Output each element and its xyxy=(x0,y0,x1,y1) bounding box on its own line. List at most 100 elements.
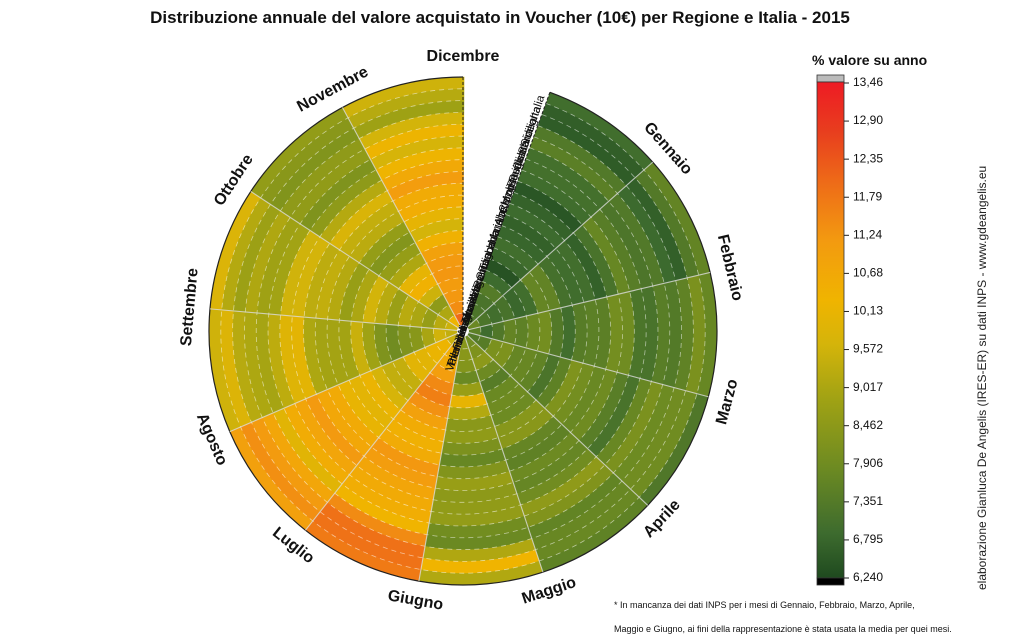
spoke-2 xyxy=(468,271,711,331)
cell-Marzo-Friuli-Venezia Giulia xyxy=(537,310,552,355)
cell-Luglio-Molise xyxy=(355,455,436,501)
cell-Febbraio-Lazio xyxy=(564,232,608,301)
colorbar-tick-label: 10,13 xyxy=(853,304,883,318)
cell-Febbraio-Piemonte xyxy=(467,318,481,330)
cell-Aprile-Toscana xyxy=(535,357,572,409)
cell-Luglio-Lombardia xyxy=(429,363,456,384)
cell-Luglio-Italia xyxy=(304,520,421,582)
cell-Ottobre-Toscana xyxy=(350,268,380,323)
cell-Settembre-Friuli-Venezia Giulia xyxy=(374,322,393,367)
cell-Febbraio-Umbria xyxy=(546,248,585,306)
cell-Febbraio-Trentino-Alto Adige xyxy=(502,287,527,319)
cell-Novembre-Umbria xyxy=(359,221,411,270)
cell-Giugno-Valle d'Aosta xyxy=(457,347,473,361)
cell-Ottobre-Valle d'Aosta xyxy=(433,314,449,330)
cell-Ottobre-Marche xyxy=(327,255,360,321)
cell-Giugno-Sardegna xyxy=(419,549,540,574)
cell-Settembre-Lombardia xyxy=(409,326,425,353)
cell-Maggio-Molise xyxy=(512,440,588,495)
cell-Novembre-Trentino-Alto Adige xyxy=(408,273,438,302)
cell-Dicembre-Umbria xyxy=(403,206,464,233)
cell-Luglio-Lazio xyxy=(370,437,440,477)
ring-21 xyxy=(208,76,718,586)
cell-Gennaio-Italia xyxy=(545,92,654,171)
cell-Dicembre-Campania xyxy=(375,147,464,181)
cell-Ottobre-Basilicata xyxy=(256,216,301,315)
cell-Agosto-Liguria xyxy=(424,342,445,364)
cell-Giugno-Umbria xyxy=(440,437,503,456)
cell-Aprile-Emilia-Romagna xyxy=(527,353,561,401)
cell-Agosto-Veneto xyxy=(391,356,423,392)
cell-Febbraio-Lombardia xyxy=(493,295,516,322)
cell-Novembre-Sardegna xyxy=(260,116,355,205)
footnote-line-2: Maggio e Giugno, ai fini della rappresen… xyxy=(614,624,952,634)
cell-Gennaio-Lazio xyxy=(509,191,575,242)
cell-Gennaio-Toscana xyxy=(497,225,548,265)
cell-Giugno-Trentino-Alto Adige xyxy=(451,381,484,397)
cell-Marzo-Puglia xyxy=(639,285,659,383)
cell-Gennaio-Umbria xyxy=(501,214,557,257)
cell-Febbraio-Basilicata xyxy=(608,193,665,288)
cell-Maggio-Campania xyxy=(516,448,597,506)
cell-Dicembre-Piemonte xyxy=(454,312,464,326)
cell-Agosto-Molise xyxy=(305,393,365,466)
cell-Dicembre-Sardegna xyxy=(347,88,465,129)
cell-Giugno-Abruzzo xyxy=(434,471,514,491)
cell-Settembre-Veneto xyxy=(385,323,404,362)
spoke-1 xyxy=(467,161,654,328)
cell-Maggio-Puglia xyxy=(519,456,606,517)
month-label-Febbraio: Febbraio xyxy=(714,233,746,303)
cell-Ottobre-Piemonte xyxy=(444,320,459,331)
colorbar-tick-label: 12,35 xyxy=(853,151,883,165)
colorbar-tick-label: 8,462 xyxy=(853,418,883,432)
cell-Novembre-Liguria xyxy=(428,294,450,315)
cell-Luglio-Campania xyxy=(348,464,434,512)
colorbar-tick-label: 9,572 xyxy=(853,342,883,356)
cell-Maggio-Valle d'Aosta xyxy=(468,343,485,360)
cell-Aprile-Campania xyxy=(587,375,641,458)
cell-Luglio-Puglia xyxy=(341,474,432,524)
cell-Dicembre-Marche xyxy=(398,194,464,222)
cell-Dicembre-Emilia-Romagna xyxy=(415,230,464,253)
cell-Aprile-Lombardia xyxy=(492,341,515,368)
spoke-10 xyxy=(250,190,459,329)
cell-Febbraio-Veneto xyxy=(511,279,539,317)
cell-Maggio-Italia xyxy=(537,497,648,573)
cell-Aprile-Umbria xyxy=(544,360,584,417)
cell-Maggio-Abruzzo xyxy=(508,432,580,483)
cell-Luglio-Piemonte xyxy=(451,335,462,349)
spoke-3 xyxy=(468,332,709,398)
cell-Gennaio-Valle d'Aosta xyxy=(469,302,486,320)
cell-Febbraio-Marche xyxy=(555,240,596,304)
cell-Novembre-Italia xyxy=(250,106,350,198)
colorbar-title: % valore su anno xyxy=(812,52,928,68)
cell-Marzo-Toscana xyxy=(559,305,576,361)
cell-Novembre-Veneto xyxy=(398,262,433,296)
cell-Aprile-Calabria xyxy=(612,384,675,483)
colorbar-tick-label: 12,90 xyxy=(853,113,883,127)
cell-Febbraio-Sicilia xyxy=(626,177,688,282)
cell-Giugno-Veneto xyxy=(449,392,488,409)
cell-Gennaio-Veneto xyxy=(485,258,521,289)
cell-Gennaio-Emilia-Romagna xyxy=(493,236,539,273)
cell-Ottobre-Italia xyxy=(209,190,262,310)
cell-Agosto-Italia xyxy=(228,425,313,531)
cell-Marzo-Molise xyxy=(616,291,635,377)
cell-Ottobre-Veneto xyxy=(386,288,409,326)
cell-Novembre-Lombardia xyxy=(418,283,444,309)
cell-Agosto-Campania xyxy=(294,398,357,475)
cell-Agosto-Umbria xyxy=(348,374,394,429)
cell-Aprile-Liguria xyxy=(484,338,504,360)
cell-Aprile-Trentino-Alto Adige xyxy=(501,344,527,377)
cell-Agosto-Trentino-Alto Adige xyxy=(402,351,430,383)
cell-Maggio-Umbria xyxy=(497,408,554,450)
cell-Agosto-Sardegna xyxy=(239,421,321,522)
cell-Novembre-Toscana xyxy=(368,231,416,276)
cell-Marzo-Sicilia xyxy=(673,277,694,392)
cell-Aprile-Friuli-Venezia Giulia xyxy=(518,350,549,393)
cell-Febbraio-Calabria xyxy=(617,185,677,285)
cell-Gennaio-Friuli-Venezia Giulia xyxy=(489,247,530,281)
cell-Ottobre-Lazio xyxy=(315,249,350,320)
spoke-11 xyxy=(341,107,461,326)
